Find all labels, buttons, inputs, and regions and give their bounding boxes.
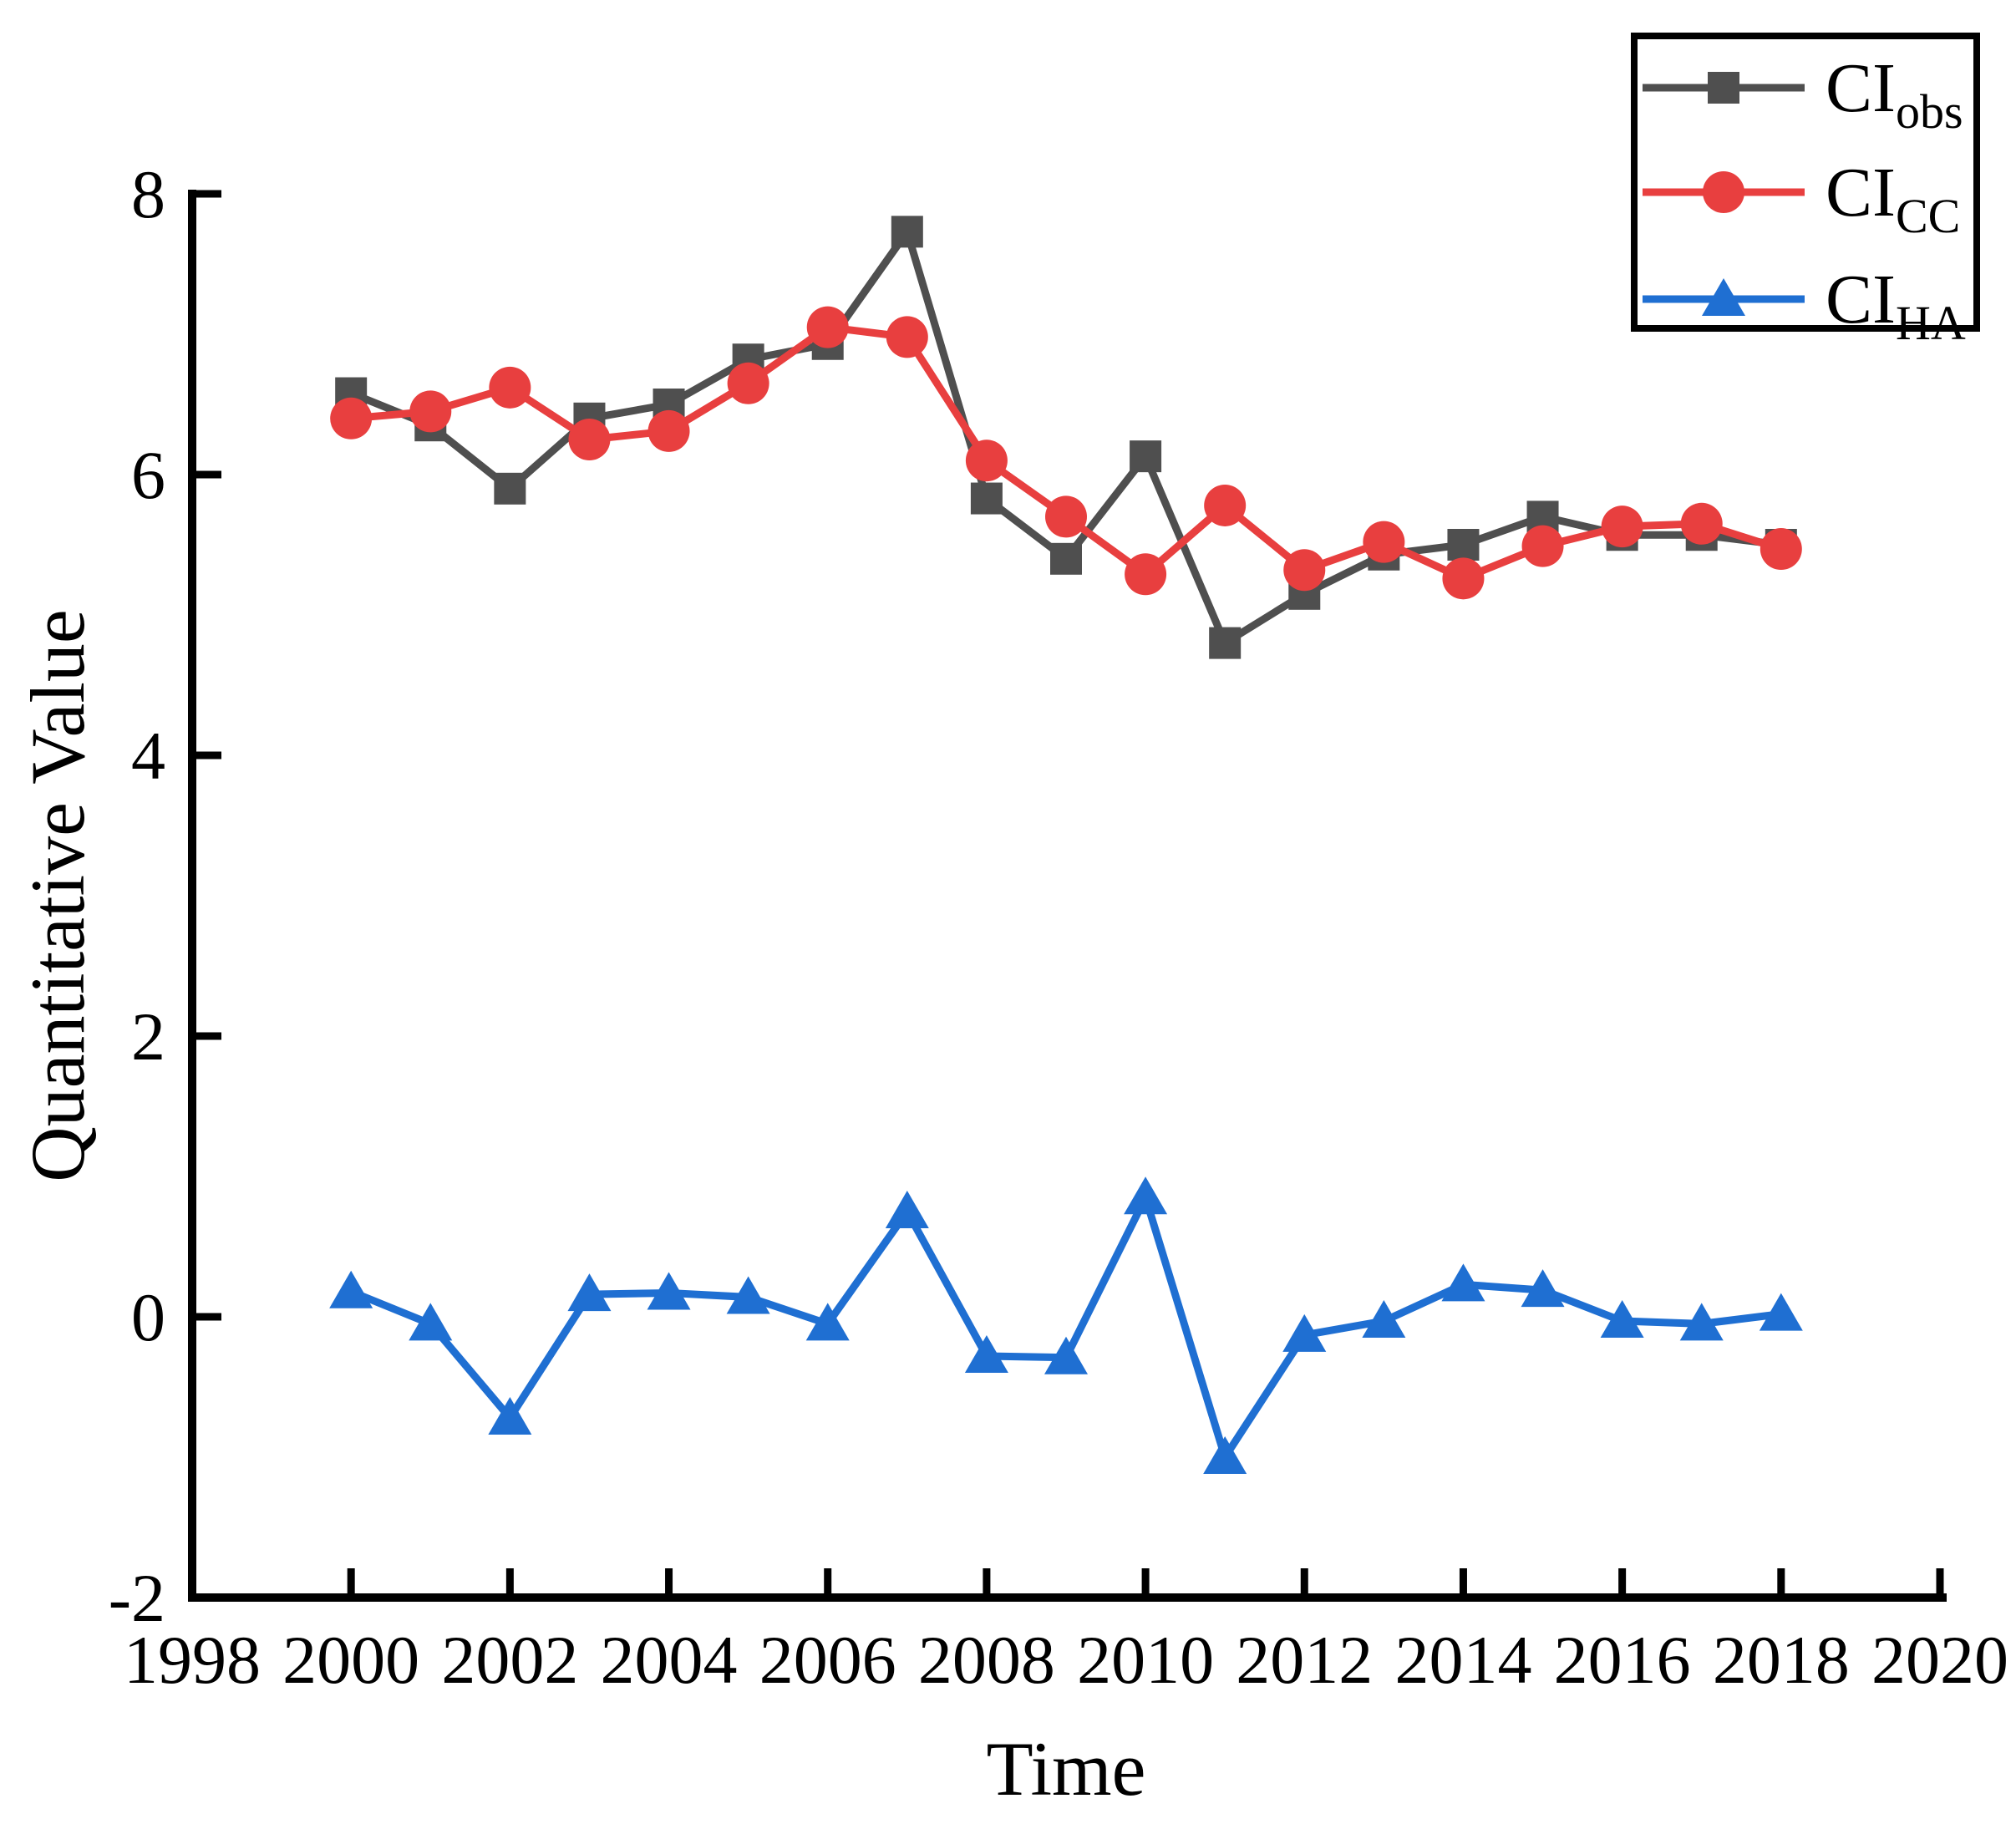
series-layer [329, 216, 1803, 1474]
data-point-cc [1521, 525, 1564, 567]
data-point-cc [409, 390, 452, 433]
data-point-ha [1441, 1263, 1485, 1302]
data-point-ha [1679, 1303, 1724, 1341]
data-point-ha [1203, 1436, 1247, 1474]
data-point-cc [806, 306, 849, 348]
legend-entries: CIobs CICC CIHA [1643, 49, 1966, 350]
series-ha [329, 1176, 1803, 1474]
data-point-obs [891, 216, 923, 248]
x-tick-label: 2000 [282, 1622, 419, 1698]
data-point-cc [1363, 521, 1405, 563]
axes-layer: 1998 2000 2002 2004 2006 2008 2010 2012 2014 2016… [109, 156, 2008, 1698]
x-tick-label: 2008 [918, 1622, 1055, 1698]
x-tick-label: 2012 [1236, 1622, 1373, 1698]
x-tick-label: 2014 [1394, 1622, 1531, 1698]
legend-marker-cc [1703, 171, 1744, 213]
y-tick-label: 6 [131, 437, 165, 513]
data-point-ha [647, 1272, 691, 1310]
data-point-cc [1045, 495, 1087, 538]
data-point-cc [568, 419, 611, 460]
y-tick-label: 0 [131, 1279, 165, 1355]
data-point-ha [567, 1273, 612, 1312]
legend: CIobs CICC CIHA [1631, 33, 1980, 350]
data-point-ha [1521, 1269, 1565, 1308]
data-point-ha [805, 1303, 850, 1341]
data-point-cc [1204, 484, 1247, 526]
data-point-cc [1680, 502, 1723, 545]
series-line-cc [350, 323, 1783, 582]
legend-item-cc: CICC [1643, 154, 1960, 243]
y-tick-label: 2 [131, 998, 165, 1075]
series-line-ha [349, 1193, 1782, 1461]
data-point-obs [970, 482, 1003, 515]
x-tick-label: 2020 [1871, 1622, 2008, 1698]
y-tick-label: 4 [131, 718, 165, 794]
data-point-ha [1124, 1176, 1168, 1215]
x-tick-label: 2002 [441, 1622, 578, 1698]
data-point-ha [488, 1396, 532, 1435]
data-point-ha [1600, 1300, 1644, 1339]
data-point-obs [494, 472, 526, 505]
legend-marker-obs [1708, 72, 1739, 104]
data-point-ha [1759, 1293, 1803, 1331]
data-point-ha [329, 1270, 373, 1308]
data-point-ha [1362, 1300, 1406, 1339]
data-point-ha [726, 1276, 770, 1314]
x-tick-label: 2016 [1554, 1622, 1691, 1698]
data-point-cc [489, 366, 531, 409]
data-point-obs [1209, 627, 1242, 659]
data-point-ha [1044, 1336, 1088, 1374]
data-point-obs [1447, 529, 1480, 561]
data-point-cc [886, 316, 928, 358]
data-point-ha [885, 1191, 929, 1228]
data-point-cc [1760, 528, 1802, 571]
legend-item-obs: CIobs [1643, 49, 1963, 139]
x-tick-label: 2006 [759, 1622, 896, 1698]
data-point-obs [1050, 542, 1082, 575]
data-point-cc [647, 409, 690, 452]
data-point-cc [727, 362, 769, 404]
data-point-cc [1125, 553, 1167, 596]
x-axis-title: Time [987, 1726, 1146, 1811]
y-tick-label: 8 [131, 156, 165, 232]
y-axis-tick-labels: -2 0 2 4 6 8 [109, 156, 165, 1636]
legend-label-cc: CICC [1826, 154, 1960, 243]
x-axis-tick-labels: 1998 2000 2002 2004 2006 2008 2010 2012 2014 2016… [124, 1622, 2008, 1698]
series-obs [335, 216, 1797, 659]
data-point-obs [1130, 440, 1162, 473]
data-point-cc [1442, 557, 1485, 600]
series-cc [330, 306, 1802, 600]
x-axis-ticks [347, 1568, 1944, 1593]
legend-label-obs: CIobs [1826, 49, 1963, 139]
series-line-obs [349, 227, 1782, 648]
legend-box [1631, 33, 1980, 332]
data-point-ha [964, 1335, 1008, 1374]
y-tick-label: -2 [109, 1560, 165, 1636]
x-tick-label: 2010 [1077, 1622, 1214, 1698]
legend-marker-ha [1702, 278, 1745, 316]
data-point-ha [409, 1303, 453, 1341]
data-point-cc [330, 397, 373, 439]
y-axis-ticks [196, 190, 221, 1321]
x-tick-label: 1998 [124, 1622, 261, 1698]
x-tick-label: 2018 [1713, 1622, 1850, 1698]
data-point-cc [965, 439, 1008, 482]
legend-item-ha: CIHA [1643, 261, 1966, 350]
legend-label-ha: CIHA [1826, 261, 1966, 350]
data-point-ha [1282, 1313, 1327, 1352]
data-point-cc [1283, 549, 1326, 592]
x-tick-label: 2004 [601, 1622, 738, 1698]
data-point-cc [1601, 506, 1643, 548]
y-axis-title: Quantitative Value [15, 609, 100, 1182]
